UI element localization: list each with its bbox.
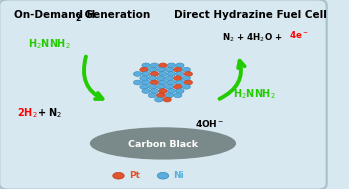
Circle shape [142, 89, 150, 93]
Text: + N$_2$: + N$_2$ [37, 106, 63, 120]
Circle shape [165, 84, 173, 89]
Circle shape [184, 80, 193, 85]
Circle shape [159, 80, 167, 85]
Text: 2H$_2$: 2H$_2$ [17, 106, 37, 120]
Circle shape [157, 172, 169, 179]
Text: N$_2$ + 4H$_2$O +: N$_2$ + 4H$_2$O + [222, 31, 283, 43]
Circle shape [157, 76, 165, 81]
Circle shape [174, 67, 182, 72]
FancyBboxPatch shape [0, 0, 327, 189]
Circle shape [167, 89, 176, 93]
Circle shape [159, 63, 167, 68]
Text: Direct Hydrazine Fuel Cell: Direct Hydrazine Fuel Cell [174, 11, 327, 20]
Text: 2: 2 [76, 14, 81, 23]
Circle shape [182, 84, 191, 89]
Circle shape [176, 80, 184, 85]
Circle shape [167, 63, 176, 68]
Circle shape [150, 63, 159, 68]
Circle shape [159, 72, 167, 76]
Text: H$_2$NNH$_2$: H$_2$NNH$_2$ [233, 88, 276, 101]
Text: Ni: Ni [173, 171, 184, 180]
Circle shape [113, 172, 124, 179]
Circle shape [133, 80, 142, 85]
Circle shape [148, 76, 156, 81]
Circle shape [142, 72, 150, 76]
Circle shape [176, 72, 184, 76]
Circle shape [157, 67, 165, 72]
Circle shape [140, 76, 148, 81]
Circle shape [150, 80, 159, 85]
Circle shape [176, 63, 184, 68]
Ellipse shape [90, 127, 236, 160]
Circle shape [150, 72, 159, 76]
Circle shape [184, 72, 193, 76]
Circle shape [174, 93, 182, 98]
Text: Generation: Generation [81, 11, 150, 20]
Circle shape [155, 97, 163, 102]
Circle shape [157, 93, 165, 98]
Circle shape [165, 76, 173, 81]
Circle shape [140, 67, 148, 72]
Text: 4OH$^-$: 4OH$^-$ [195, 118, 224, 129]
Circle shape [133, 72, 142, 76]
Circle shape [167, 72, 176, 76]
Circle shape [148, 84, 156, 89]
Circle shape [165, 67, 173, 72]
Circle shape [174, 84, 182, 89]
Text: Carbon Black: Carbon Black [128, 140, 198, 149]
Circle shape [182, 76, 191, 81]
Circle shape [140, 84, 148, 89]
Text: Pt: Pt [129, 171, 140, 180]
Circle shape [165, 93, 173, 98]
Circle shape [157, 84, 165, 89]
Circle shape [148, 67, 156, 72]
Text: On-Demand H: On-Demand H [14, 11, 95, 20]
Circle shape [182, 67, 191, 72]
Circle shape [174, 76, 182, 81]
Circle shape [159, 89, 167, 93]
Circle shape [150, 89, 159, 93]
Circle shape [148, 93, 156, 98]
Circle shape [142, 63, 150, 68]
Circle shape [176, 89, 184, 93]
Circle shape [163, 97, 171, 102]
FancyArrowPatch shape [220, 61, 245, 99]
Circle shape [142, 80, 150, 85]
Text: 4e$^-$: 4e$^-$ [289, 29, 308, 40]
Circle shape [167, 80, 176, 85]
Text: H$_2$NNH$_2$: H$_2$NNH$_2$ [28, 37, 71, 51]
FancyArrowPatch shape [84, 57, 103, 99]
